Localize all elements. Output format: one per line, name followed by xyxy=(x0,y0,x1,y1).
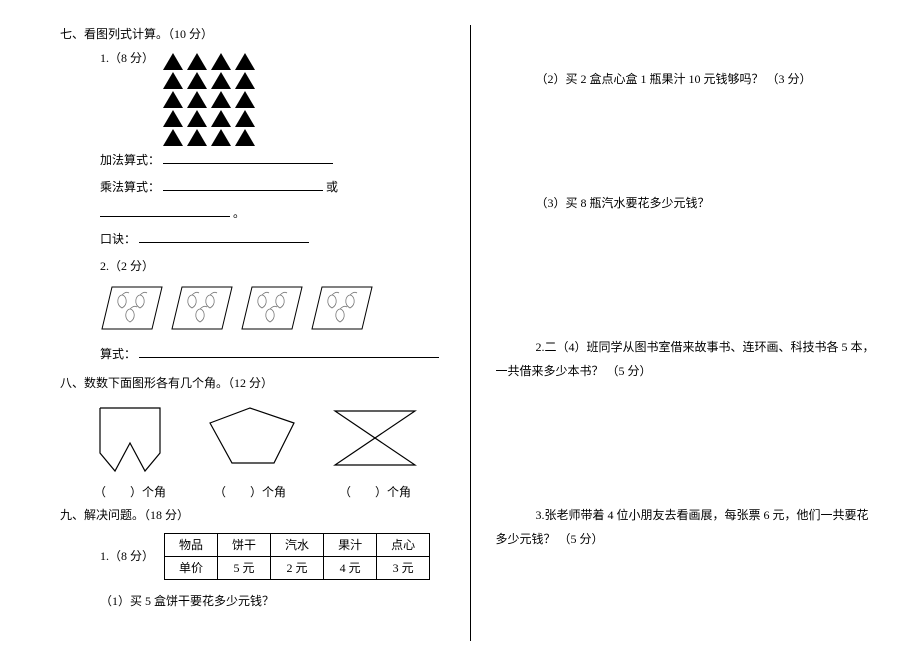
shape-3-cell: （ ）个角 xyxy=(330,403,420,500)
triangle-icon xyxy=(211,53,231,70)
blank-addition[interactable] xyxy=(163,152,333,164)
expr-line: 算式： xyxy=(100,341,445,367)
shape-2-svg xyxy=(200,403,300,473)
addition-line: 加法算式： xyxy=(100,147,445,173)
left-column: 七、看图列式计算。（10 分） 1.（8 分） 加法算式： 乘法算式： 或 。 … xyxy=(60,25,465,641)
addition-label: 加法算式： xyxy=(100,153,160,167)
mult-label: 乘法算式： xyxy=(100,180,160,194)
triangle-icon xyxy=(211,110,231,127)
shape-1-cell: （ ）个角 xyxy=(90,403,170,500)
triangle-icon xyxy=(235,72,255,89)
triangle-icon xyxy=(187,53,207,70)
blank-mult-2[interactable] xyxy=(100,205,230,217)
triangle-icon xyxy=(163,110,183,127)
shape-1-label[interactable]: （ ）个角 xyxy=(90,483,170,500)
triangle-icon xyxy=(163,129,183,146)
triangle-icon xyxy=(211,129,231,146)
blank-mult-1[interactable] xyxy=(163,179,323,191)
end-dot: 。 xyxy=(233,206,245,220)
triangle-icon xyxy=(235,110,255,127)
shapes-row: （ ）个角 （ ）个角 （ ）个角 xyxy=(90,403,445,500)
table-price-cell: 2 元 xyxy=(271,556,324,579)
mult-line: 乘法算式： 或 。 xyxy=(100,174,445,227)
shape-1-svg xyxy=(90,403,170,473)
expr-label: 算式： xyxy=(100,347,136,361)
q9-1-row: 1.（8 分） 物品饼干汽水果汁点心 单价5 元2 元4 元3 元 xyxy=(100,533,445,580)
triangle-icon xyxy=(235,91,255,108)
pear-box xyxy=(240,285,304,331)
pear-boxes xyxy=(100,285,445,335)
table-price-cell: 3 元 xyxy=(377,556,430,579)
section-8-title: 八、数数下面图形各有几个角。（12 分） xyxy=(60,374,445,393)
shape-3-label[interactable]: （ ）个角 xyxy=(330,483,420,500)
q7-1-label: 1.（8 分） xyxy=(100,51,154,65)
triangle-icon xyxy=(211,91,231,108)
triangle-icon xyxy=(211,72,231,89)
q9-1-2: （2）买 2 盒点心盒 1 瓶果汁 10 元钱够吗？ （3 分） xyxy=(536,67,881,91)
or-text: 或 xyxy=(326,180,338,194)
q9-1-1: （1）买 5 盒饼干要花多少元钱？ xyxy=(100,588,445,614)
rhyme-label: 口诀： xyxy=(100,232,136,246)
section-9-title: 九、解决问题。（18 分） xyxy=(60,506,445,525)
triangle-icon xyxy=(235,129,255,146)
triangle-grid xyxy=(161,52,257,147)
triangle-icon xyxy=(163,91,183,108)
shape-3-svg xyxy=(330,403,420,473)
table-header-cell: 点心 xyxy=(377,533,430,556)
section-7-title: 七、看图列式计算。（10 分） xyxy=(60,25,445,44)
table-header-cell: 汽水 xyxy=(271,533,324,556)
q7-2-label: 2.（2 分） xyxy=(100,253,445,279)
pear-box xyxy=(100,285,164,331)
right-column: （2）买 2 盒点心盒 1 瓶果汁 10 元钱够吗？ （3 分） （3）买 8 … xyxy=(476,25,881,641)
price-table: 物品饼干汽水果汁点心 单价5 元2 元4 元3 元 xyxy=(164,533,430,580)
triangle-icon xyxy=(235,53,255,70)
blank-rhyme[interactable] xyxy=(139,231,309,243)
triangle-icon xyxy=(163,53,183,70)
table-header-cell: 物品 xyxy=(165,533,218,556)
table-price-cell: 4 元 xyxy=(324,556,377,579)
table-label-cell: 单价 xyxy=(165,556,218,579)
pear-box xyxy=(310,285,374,331)
column-divider xyxy=(470,25,471,641)
q9-1-3: （3）买 8 瓶汽水要花多少元钱？ xyxy=(536,191,881,215)
pear-box xyxy=(170,285,234,331)
table-header-cell: 果汁 xyxy=(324,533,377,556)
triangle-icon xyxy=(187,91,207,108)
rhyme-line: 口诀： xyxy=(100,226,445,252)
shape-2-cell: （ ）个角 xyxy=(200,403,300,500)
q9-3: 3.张老师带着 4 位小朋友去看画展，每张票 6 元，他们一共要花多少元钱？ （… xyxy=(496,503,881,551)
q7-1-row: 1.（8 分） xyxy=(100,52,445,147)
table-price-cell: 5 元 xyxy=(218,556,271,579)
shape-2-label[interactable]: （ ）个角 xyxy=(200,483,300,500)
triangle-icon xyxy=(187,110,207,127)
worksheet-page: 七、看图列式计算。（10 分） 1.（8 分） 加法算式： 乘法算式： 或 。 … xyxy=(0,0,920,651)
triangle-icon xyxy=(187,129,207,146)
q9-1-label: 1.（8 分） xyxy=(100,547,154,565)
q9-2: 2.二（4）班同学从图书室借来故事书、连环画、科技书各 5 本，一共借来多少本书… xyxy=(496,335,881,383)
table-header-cell: 饼干 xyxy=(218,533,271,556)
triangle-icon xyxy=(163,72,183,89)
blank-expr[interactable] xyxy=(139,346,439,358)
triangle-icon xyxy=(187,72,207,89)
